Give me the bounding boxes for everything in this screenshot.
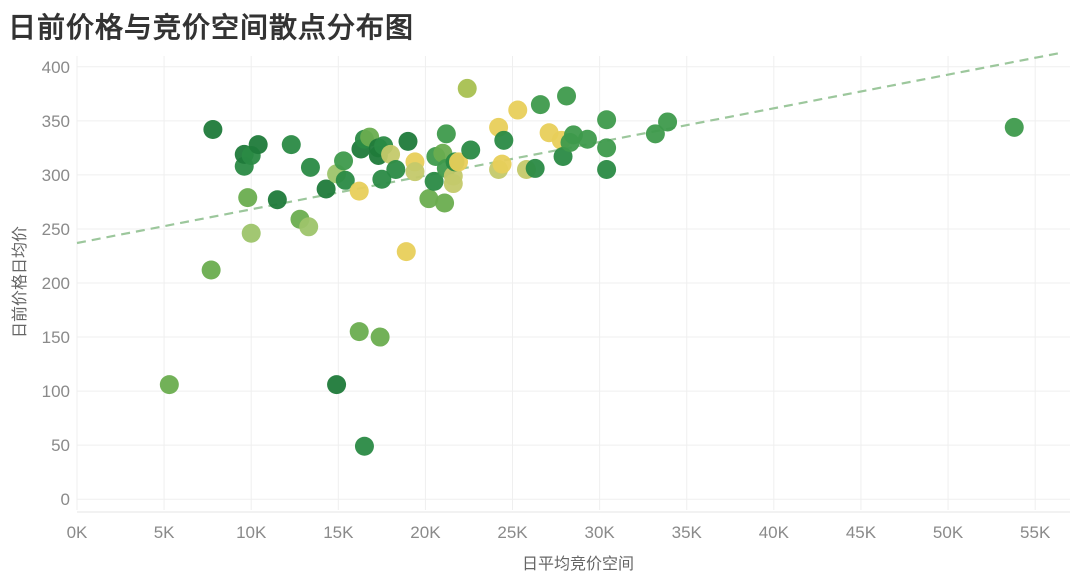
y-tick-label: 50 — [51, 436, 70, 455]
data-point — [597, 138, 617, 158]
data-point — [494, 130, 514, 150]
data-point — [238, 188, 258, 208]
data-point — [405, 162, 425, 182]
y-tick-label: 0 — [61, 490, 70, 509]
x-tick-label: 55K — [1020, 523, 1051, 542]
data-point — [396, 242, 416, 262]
data-point — [354, 436, 374, 456]
data-point — [281, 135, 301, 155]
data-point — [201, 260, 221, 280]
grid-lines — [76, 56, 1070, 513]
y-tick-label: 250 — [42, 220, 70, 239]
y-tick-label: 350 — [42, 112, 70, 131]
data-point — [597, 110, 617, 130]
data-point — [530, 95, 550, 115]
x-tick-label: 5K — [154, 523, 175, 542]
data-point — [1004, 117, 1024, 137]
data-point — [645, 124, 665, 144]
y-tick-label: 100 — [42, 382, 70, 401]
data-point — [372, 169, 392, 189]
data-point — [424, 171, 444, 191]
data-point — [159, 375, 179, 395]
data-point — [398, 131, 418, 151]
data-point — [386, 160, 406, 179]
data-point — [457, 78, 477, 98]
x-tick-label: 0K — [67, 523, 88, 542]
data-point — [349, 322, 369, 342]
data-point — [577, 129, 597, 149]
x-tick-label: 30K — [585, 523, 616, 542]
data-point — [508, 100, 528, 120]
y-tick-label: 200 — [42, 274, 70, 293]
chart-title: 日前价格与竞价空间散点分布图 — [8, 11, 415, 44]
x-tick-label: 45K — [846, 523, 877, 542]
data-point — [300, 157, 320, 177]
x-tick-label: 40K — [759, 523, 790, 542]
data-point — [449, 152, 469, 172]
x-tick-label: 10K — [236, 523, 267, 542]
data-point — [335, 170, 355, 190]
y-tick-label: 150 — [42, 328, 70, 347]
data-point — [267, 190, 287, 210]
y-axis-ticks: 0 50 100 150 200 250 300 350 400 — [42, 58, 70, 509]
data-point — [370, 327, 390, 347]
data-point — [299, 217, 319, 237]
x-tick-label: 35K — [672, 523, 703, 542]
data-point — [248, 135, 268, 155]
y-tick-label: 400 — [42, 58, 70, 77]
y-axis-title: 日前价格日均价 — [10, 226, 29, 338]
x-tick-label: 20K — [410, 523, 441, 542]
x-axis-ticks: 0K 5K 10K 15K 20K 25K 30K 35K 40K 45K 50K 55K — [67, 523, 1051, 542]
data-point — [381, 144, 401, 164]
data-point — [334, 151, 354, 171]
y-tick-label: 300 — [42, 166, 70, 185]
data-point — [327, 375, 347, 395]
data-point — [492, 154, 512, 174]
x-tick-label: 50K — [933, 523, 964, 542]
data-point — [461, 140, 481, 160]
data-point — [203, 120, 223, 140]
data-point — [557, 86, 577, 106]
data-points-layer — [159, 78, 1024, 456]
data-point — [553, 147, 573, 167]
data-point — [436, 124, 456, 144]
x-tick-label: 15K — [323, 523, 354, 542]
x-axis-title: 日平均竞价空间 — [522, 554, 634, 573]
data-point — [419, 189, 439, 209]
data-point — [241, 223, 261, 243]
data-point — [349, 181, 369, 201]
data-point — [658, 112, 678, 132]
x-tick-label: 25K — [497, 523, 528, 542]
data-point — [435, 193, 455, 213]
data-point — [597, 160, 617, 179]
data-point — [316, 179, 336, 199]
data-point — [525, 158, 545, 178]
